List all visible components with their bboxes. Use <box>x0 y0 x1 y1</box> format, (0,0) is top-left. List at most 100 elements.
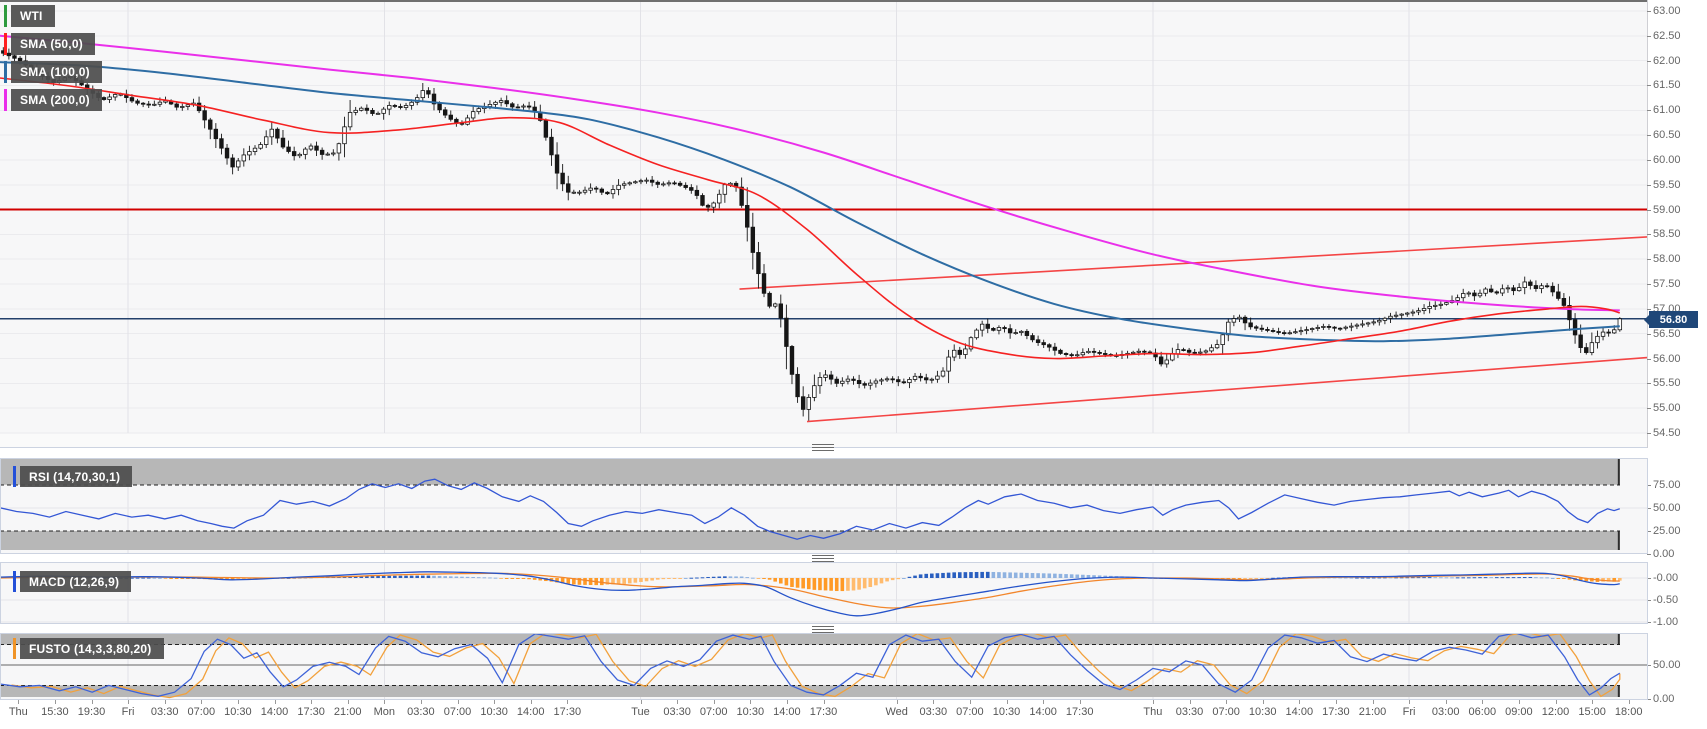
legend-color-bar <box>4 5 7 27</box>
fusto-tick-label: 0.00 <box>1653 693 1675 705</box>
time-tick <box>1592 700 1594 704</box>
time-label: 03:30 <box>1175 706 1204 718</box>
panel-resize-grip[interactable] <box>812 444 834 452</box>
fusto-indicator-label[interactable]: FUSTO (14,3,3,80,20) <box>13 638 164 659</box>
time-label: 17:30 <box>297 706 325 718</box>
price-tick-label-tick <box>1647 259 1651 260</box>
price-tick-label: 59.00 <box>1653 204 1681 216</box>
stoch-oversold-band <box>0 685 1620 697</box>
legend-item-wti[interactable]: WTI <box>4 5 55 27</box>
time-tick <box>530 700 532 704</box>
stoch-overbought-band <box>0 634 1620 645</box>
time-label: 09:00 <box>1505 706 1533 718</box>
trend-line[interactable] <box>806 356 1648 423</box>
legend-color-bar <box>4 33 7 55</box>
fusto-tick-label-tick <box>1647 699 1651 700</box>
time-tick <box>91 700 93 704</box>
legend-label: SMA (200,0) <box>11 89 102 111</box>
time-tick <box>1482 700 1484 704</box>
time-tick <box>311 700 313 704</box>
macd-tick-label: -0.00 <box>1653 572 1679 584</box>
time-label: 15:30 <box>41 706 69 718</box>
legend-color-bar <box>4 89 7 111</box>
indicator-label: MACD (12,26,9) <box>20 571 132 592</box>
indicator-color-bar <box>13 571 16 592</box>
time-tick <box>640 700 642 704</box>
price-tick-label: 60.00 <box>1653 154 1681 166</box>
legend-color-bar <box>4 61 7 83</box>
time-tick <box>969 700 971 704</box>
time-label: 19:30 <box>77 706 106 718</box>
sma100-line[interactable] <box>0 61 1620 343</box>
main-price-panel[interactable] <box>0 0 1707 448</box>
time-tick <box>201 700 203 704</box>
rsi-panel[interactable] <box>0 458 1707 554</box>
time-label: Thu <box>8 706 28 718</box>
time-tick <box>1555 700 1557 704</box>
time-label: 14:00 <box>1029 706 1057 718</box>
price-tick-label: 58.50 <box>1653 228 1681 240</box>
price-tick-label-tick <box>1647 334 1651 335</box>
macd-indicator-label[interactable]: MACD (12,26,9) <box>13 571 132 592</box>
legend-item-sma-200-0[interactable]: SMA (200,0) <box>4 89 102 111</box>
panel-resize-grip[interactable] <box>812 555 834 563</box>
price-tick-label: 57.50 <box>1653 278 1681 290</box>
time-label: 12:00 <box>1541 706 1570 718</box>
price-tick-label: 59.50 <box>1653 179 1681 191</box>
legend-item-sma-100-0[interactable]: SMA (100,0) <box>4 61 102 83</box>
sma50-line[interactable] <box>0 77 1621 360</box>
stoch-k-line <box>0 633 1621 697</box>
time-label: 07:00 <box>443 706 472 718</box>
rsi-tick-label-tick <box>1647 508 1651 509</box>
time-tick <box>1409 700 1411 704</box>
fusto-panel[interactable] <box>0 633 1707 700</box>
candlestick-series[interactable] <box>1 47 1623 421</box>
price-tick-label-tick <box>1647 309 1651 310</box>
price-tick-label-tick <box>1647 359 1651 360</box>
time-label: 17:30 <box>1065 706 1094 718</box>
macd-panel[interactable] <box>0 562 1707 624</box>
time-label: 10:30 <box>992 706 1021 718</box>
price-tick-label-tick <box>1647 383 1651 384</box>
time-tick <box>18 700 20 704</box>
price-tick-label-tick <box>1647 185 1651 186</box>
price-tick-label: 55.50 <box>1653 377 1681 389</box>
time-label: 03:00 <box>1431 706 1460 718</box>
time-label: 10:30 <box>480 706 508 718</box>
price-tick-label: 61.50 <box>1653 79 1681 91</box>
legend-label: WTI <box>11 5 55 27</box>
time-tick <box>933 700 935 704</box>
price-tick-label: 62.50 <box>1653 30 1681 42</box>
current-price-label: 56.80 <box>1644 311 1698 328</box>
time-label: 15:00 <box>1578 706 1606 718</box>
macd-tick-label-tick <box>1647 578 1651 579</box>
rsi-tick-label: 25.00 <box>1653 525 1681 537</box>
rsi-tick-label-tick <box>1647 485 1651 486</box>
time-label: 07:00 <box>699 706 728 718</box>
time-tick <box>457 700 459 704</box>
macd-tick-label: -1.00 <box>1653 616 1679 628</box>
time-tick <box>384 700 386 704</box>
time-tick <box>1226 700 1228 704</box>
price-tick-label-tick <box>1647 36 1651 37</box>
time-tick <box>237 700 239 704</box>
price-tick-label: 60.50 <box>1653 129 1681 141</box>
time-label: 07:00 <box>187 706 216 718</box>
price-tick-label: 62.00 <box>1653 55 1681 67</box>
main-chart-canvas[interactable] <box>0 0 1707 448</box>
panel-resize-grip[interactable] <box>812 626 834 634</box>
sma200-line[interactable] <box>0 34 1620 312</box>
rsi-indicator-label[interactable]: RSI (14,70,30,1) <box>13 466 133 487</box>
rsi-overbought-band <box>0 459 1620 485</box>
price-tick-label-tick <box>1647 234 1651 235</box>
time-tick <box>1043 700 1045 704</box>
time-tick <box>1006 700 1008 704</box>
time-tick <box>1262 700 1264 704</box>
time-tick <box>54 700 56 704</box>
time-label: 03:30 <box>150 706 179 718</box>
price-tick-label-tick <box>1647 210 1651 211</box>
time-label: 10:30 <box>224 706 252 718</box>
time-label: 14:00 <box>1285 706 1314 718</box>
time-label: Fri <box>1402 706 1416 718</box>
legend-item-sma-50-0[interactable]: SMA (50,0) <box>4 33 95 55</box>
